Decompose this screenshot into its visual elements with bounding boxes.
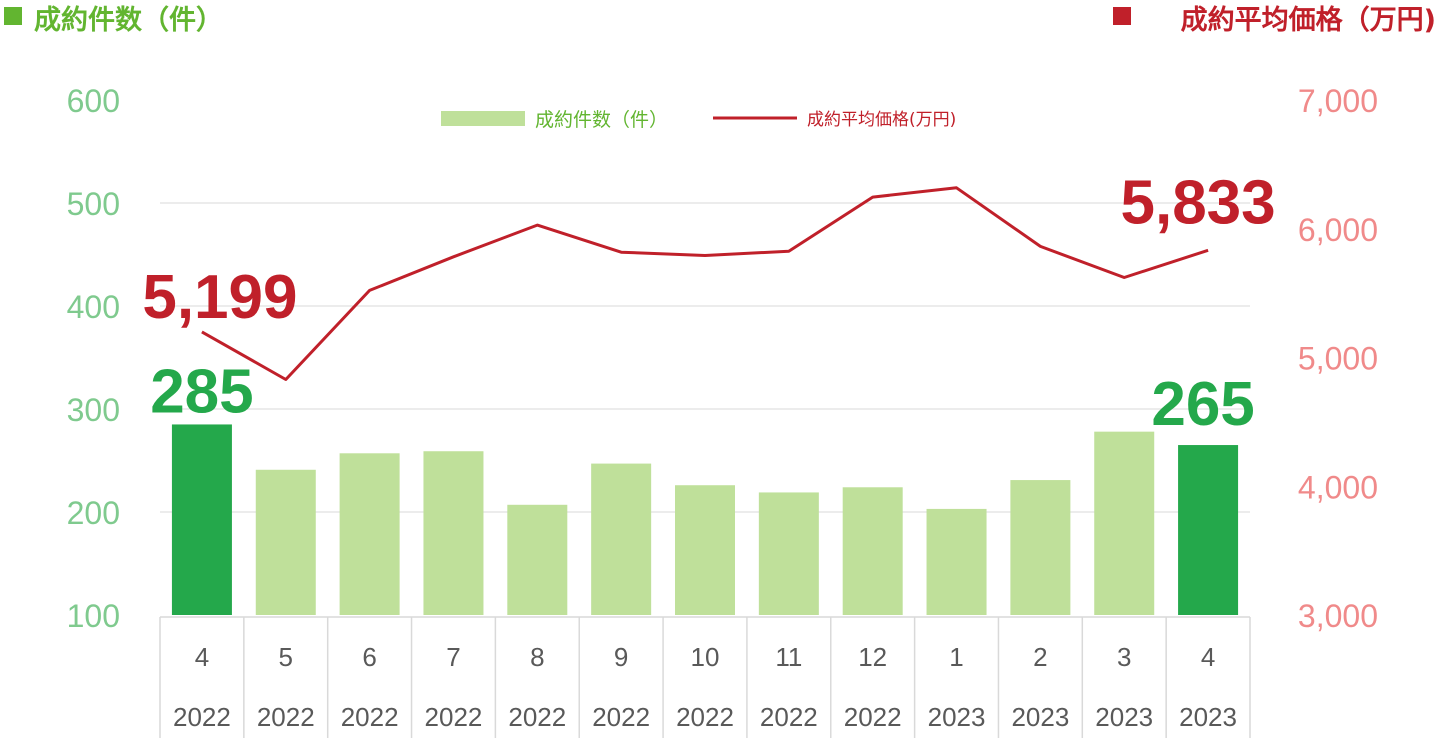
bar (1178, 445, 1239, 615)
month-tick-label: 12 (858, 642, 887, 672)
bar (339, 453, 400, 615)
right-tick-label: 6,000 (1298, 212, 1378, 248)
bar (171, 424, 232, 615)
month-tick-label: 9 (614, 642, 628, 672)
month-tick-label: 1 (949, 642, 963, 672)
left-tick-label: 300 (67, 392, 120, 428)
right-axis-title: 成約平均価格（万円) (1181, 4, 1436, 36)
right-tick-label: 7,000 (1298, 83, 1378, 119)
right-tick-label: 4,000 (1298, 469, 1378, 505)
year-tick-label: 2022 (425, 702, 483, 732)
left-tick-label: 500 (67, 186, 120, 222)
month-tick-label: 2 (1033, 642, 1047, 672)
left-axis-ticks: 100 200 300 400 500 600 (67, 83, 120, 634)
category-axis: 4 2022 5 2022 6 2022 7 2022 8 2022 9 2022 10 2022 11 20… (159, 616, 1251, 738)
year-tick-label: 2023 (1011, 702, 1069, 732)
bar-first-label: 285 (150, 357, 253, 426)
bar (842, 487, 903, 615)
legend-bar-swatch (441, 111, 525, 126)
legend-bar-label: 成約件数（件） (535, 109, 668, 131)
right-tick-label: 5,000 (1298, 341, 1378, 377)
data-labels: 5,199 5,833 285 265 (142, 168, 1275, 439)
right-axis-ticks: 3,000 4,000 5,000 6,000 7,000 (1298, 83, 1378, 634)
bar-last-label: 265 (1151, 370, 1254, 439)
month-tick-label: 7 (446, 642, 460, 672)
year-tick-label: 2022 (257, 702, 315, 732)
price-line (201, 186, 1209, 381)
left-axis-title: 成約件数（件） (34, 4, 223, 36)
year-tick-label: 2022 (508, 702, 566, 732)
month-tick-label: 3 (1117, 642, 1131, 672)
year-tick-label: 2023 (928, 702, 986, 732)
bar (675, 485, 735, 615)
month-tick-label: 6 (362, 642, 376, 672)
month-tick-label: 11 (775, 642, 802, 672)
legend: 成約件数（件） 成約平均価格(万円) (441, 109, 956, 131)
month-tick-label: 5 (279, 642, 293, 672)
month-tick-label: 4 (195, 642, 209, 672)
month-tick-label: 4 (1201, 642, 1215, 672)
year-tick-label: 2022 (760, 702, 818, 732)
month-tick-label: 8 (530, 642, 544, 672)
month-tick-label: 10 (691, 642, 720, 672)
bar (507, 504, 568, 615)
left-title-square-icon (4, 7, 22, 25)
bar (758, 492, 819, 615)
bar (926, 508, 987, 615)
gridlines (160, 202, 1250, 513)
bar (1094, 431, 1155, 615)
year-tick-label: 2022 (592, 702, 650, 732)
line-last-label: 5,833 (1120, 168, 1275, 237)
year-tick-label: 2023 (1179, 702, 1237, 732)
left-tick-label: 400 (67, 289, 120, 325)
bar (423, 451, 484, 615)
left-tick-label: 600 (67, 83, 120, 119)
left-tick-label: 200 (67, 495, 120, 531)
bar (591, 463, 652, 615)
year-tick-label: 2022 (844, 702, 902, 732)
line-first-label: 5,199 (142, 263, 297, 332)
year-tick-label: 2023 (1095, 702, 1153, 732)
bar (1010, 480, 1071, 615)
legend-line-label: 成約平均価格(万円) (807, 110, 956, 130)
left-tick-label: 100 (67, 598, 120, 634)
bar (255, 469, 316, 615)
year-tick-label: 2022 (341, 702, 399, 732)
bar-series (171, 424, 1239, 615)
right-title-square-icon (1113, 7, 1131, 25)
right-tick-label: 3,000 (1298, 598, 1378, 634)
year-tick-label: 2022 (676, 702, 734, 732)
line-series (201, 186, 1209, 381)
year-tick-label: 2022 (173, 702, 231, 732)
